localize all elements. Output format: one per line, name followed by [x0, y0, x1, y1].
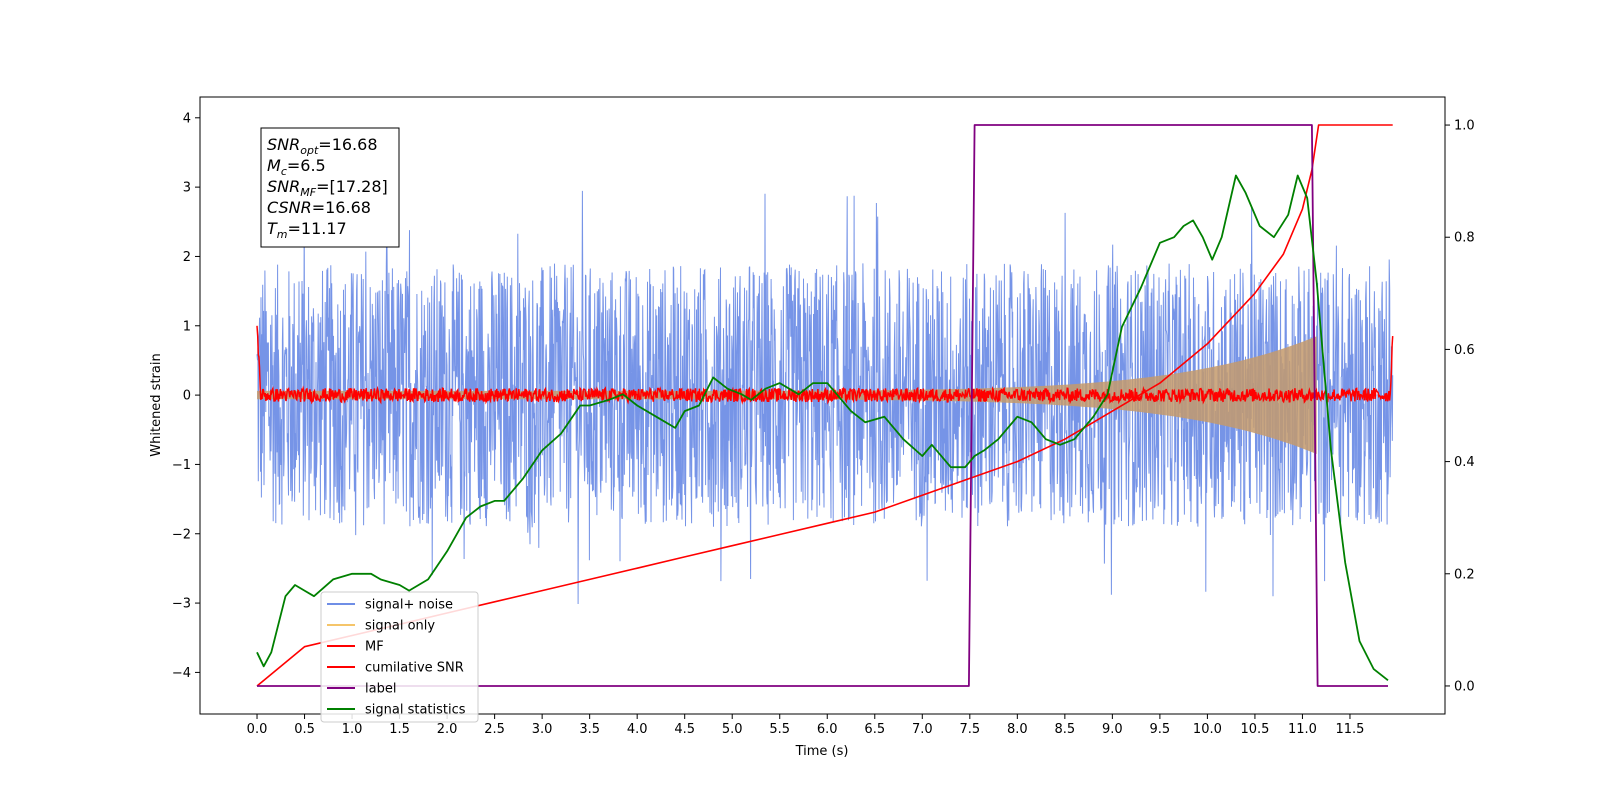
x-tick-label: 1.0: [342, 722, 363, 737]
x-tick-label: 4.5: [674, 722, 695, 737]
x-tick-label: 4.0: [627, 722, 648, 737]
legend-entry-label: signal only: [365, 619, 435, 634]
legend-entry-label: signal statistics: [365, 703, 466, 718]
x-tick-label: 3.0: [532, 722, 553, 737]
x-tick-label: 11.0: [1288, 722, 1317, 737]
x-tick-label: 6.0: [817, 722, 838, 737]
y-left-tick-label: −3: [172, 597, 191, 612]
x-tick-label: 9.0: [1102, 722, 1123, 737]
y-left-tick-label: 0: [183, 389, 191, 404]
legend-entry-label: signal+ noise: [365, 598, 453, 613]
y-left-axis-ticks: 4 3 2 1 0 −1 −2 −3 −4: [172, 111, 200, 681]
y-left-tick-label: 1: [183, 319, 191, 334]
legend-entry-label: cumilative SNR: [365, 661, 464, 676]
info-box: SNRopt=16.68Mc=6.5SNRMF=[17.28]CSNR=16.6…: [260, 127, 400, 248]
series-signal-only-area: [257, 336, 1317, 454]
x-tick-label: 8.0: [1007, 722, 1028, 737]
x-tick-label: 5.0: [722, 722, 743, 737]
y-right-tick-label: 0.0: [1454, 679, 1475, 694]
info-box-line: SNRopt=16.68: [267, 135, 378, 157]
y-left-tick-label: 2: [183, 250, 191, 265]
info-box-frame: [260, 127, 400, 248]
legend-entry-label: MF: [365, 640, 384, 655]
x-tick-label: 5.5: [769, 722, 790, 737]
x-tick-label: 2.5: [484, 722, 505, 737]
y-right-tick-label: 1.0: [1454, 119, 1475, 134]
series-signal-noise-line: [256, 190, 1394, 605]
x-tick-label: 7.0: [912, 722, 933, 737]
x-tick-label: 10.0: [1193, 722, 1222, 737]
x-tick-label: 7.5: [959, 722, 980, 737]
legend-entry-label: label: [365, 682, 396, 697]
x-tick-label: 0.0: [247, 722, 268, 737]
legend-frame: [320, 591, 479, 723]
axes-frame: [199, 96, 1446, 715]
y-right-tick-label: 0.2: [1454, 567, 1475, 582]
info-box-line: Tm=11.17: [267, 219, 347, 241]
x-tick-label: 10.5: [1240, 722, 1269, 737]
y-left-tick-label: 3: [183, 181, 191, 196]
info-box-line: SNRMF=[17.28]: [267, 177, 388, 199]
x-tick-label: 0.5: [294, 722, 315, 737]
y-left-tick-label: −4: [172, 666, 191, 681]
series-signal-statistics-line: [256, 174, 1389, 682]
y-right-axis-ticks: 1.0 0.8 0.6 0.4 0.2 0.0: [1445, 119, 1475, 694]
series-label-line: [257, 124, 1388, 687]
y-left-tick-label: −2: [172, 527, 191, 542]
x-tick-label: 11.5: [1335, 722, 1364, 737]
series-mf-line: [256, 325, 1394, 405]
info-box-line: Mc=6.5: [267, 156, 326, 178]
y-axis-title: Whitened strain: [149, 353, 164, 456]
y-right-tick-label: 0.6: [1454, 343, 1475, 358]
x-axis-title: Time (s): [795, 744, 849, 759]
x-tick-label: 9.5: [1150, 722, 1171, 737]
x-tick-label: 2.0: [437, 722, 458, 737]
y-right-tick-label: 0.8: [1454, 231, 1475, 246]
x-tick-label: 6.5: [864, 722, 885, 737]
x-tick-label: 8.5: [1055, 722, 1076, 737]
x-axis-ticks: 0.0 0.5 1.0 1.5 2.0 2.5 3.0 3.5 4.0 4.5 5.0 5.5 6.0 6…: [247, 714, 1364, 737]
y-left-tick-label: 4: [183, 111, 191, 126]
y-right-tick-label: 0.4: [1454, 455, 1475, 470]
legend: signal+ noise signal only MF cumilative SNR…: [320, 591, 479, 723]
x-tick-label: 3.5: [579, 722, 600, 737]
y-left-tick-label: −1: [172, 458, 191, 473]
x-tick-label: 1.5: [389, 722, 410, 737]
info-box-line: CSNR=16.68: [267, 198, 371, 217]
